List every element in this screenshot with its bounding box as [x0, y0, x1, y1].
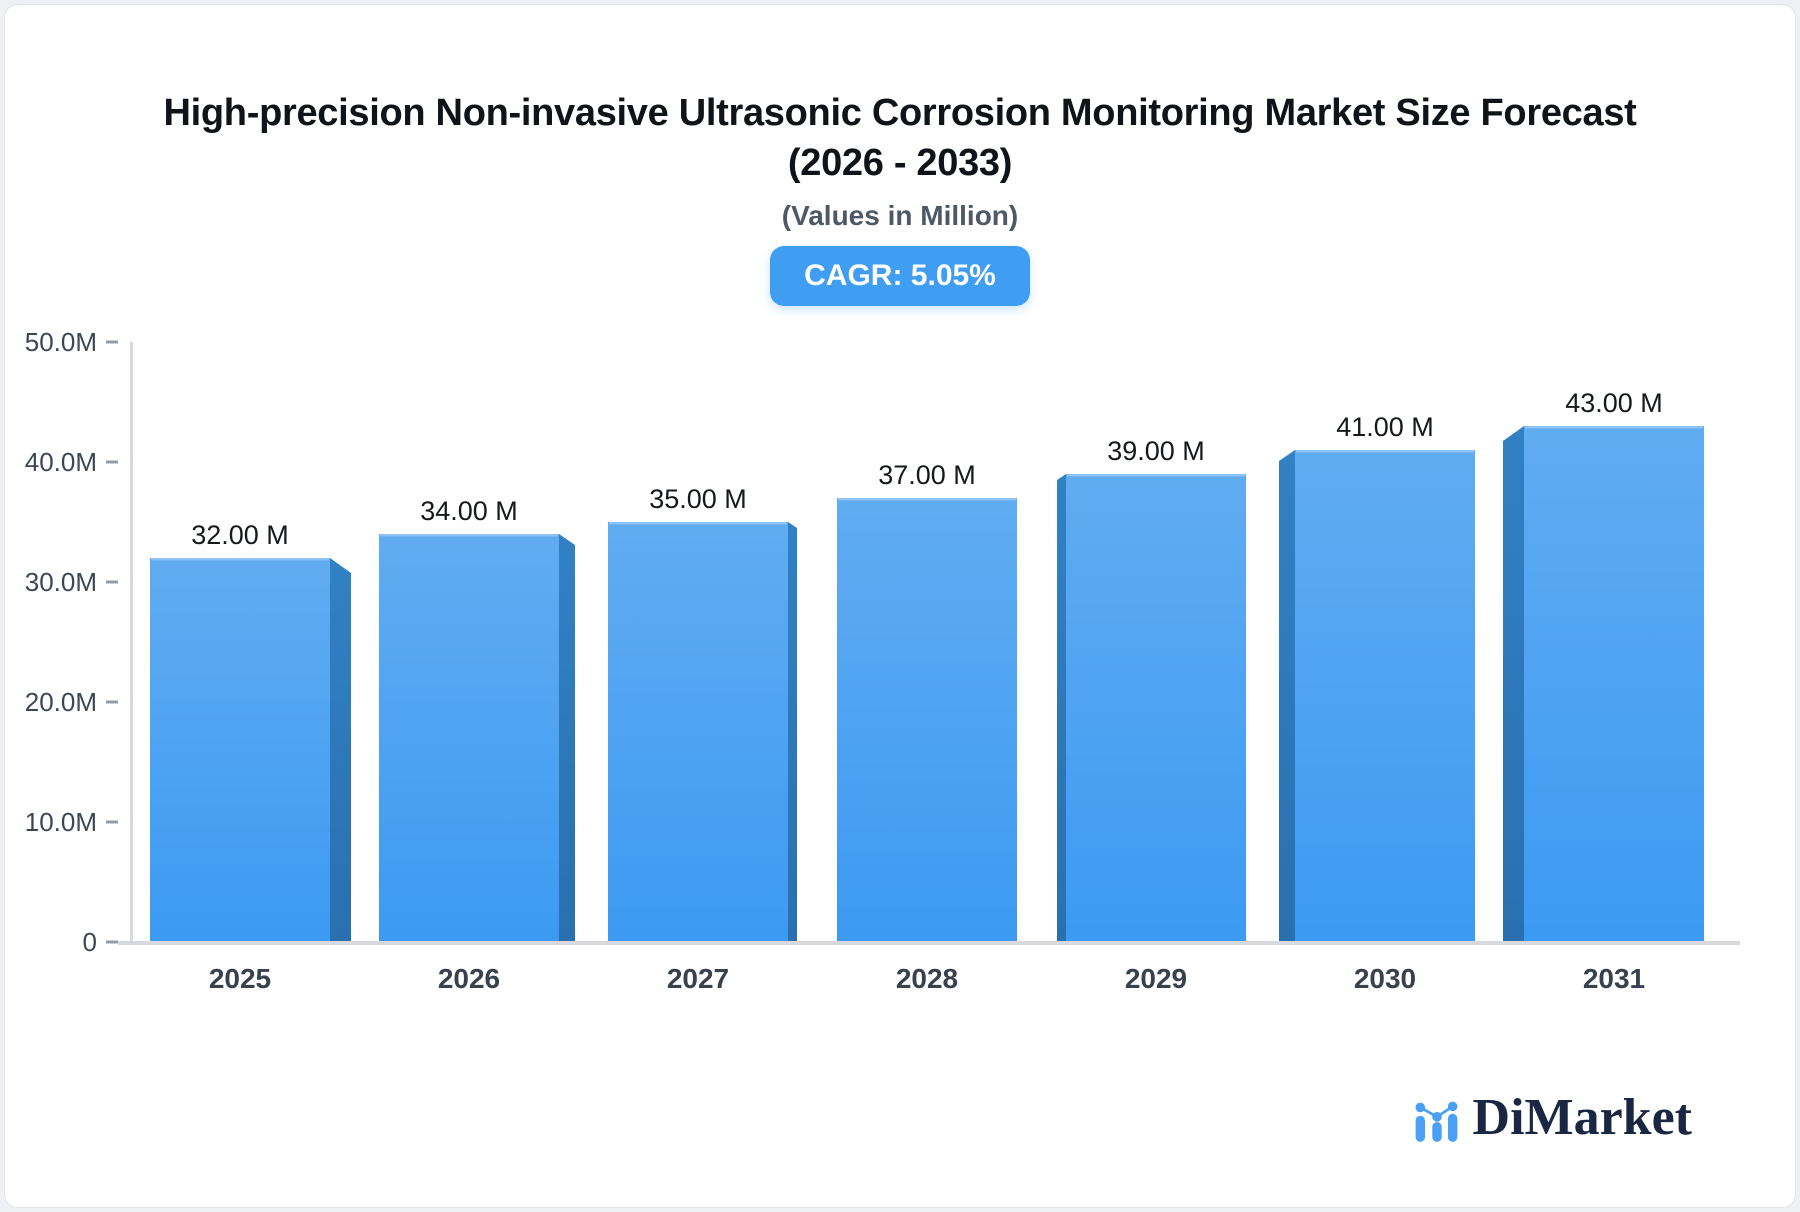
bar-front-face [379, 534, 559, 941]
bar-2031[interactable]: 43.00 M [1503, 388, 1704, 941]
x-axis-line [118, 941, 1740, 945]
x-axis-label: 2029 [1125, 963, 1187, 994]
bar-side-face [1279, 450, 1295, 941]
y-axis-line [130, 342, 133, 942]
bar-front-face [1524, 426, 1704, 941]
x-axis-label: 2027 [667, 963, 729, 994]
x-axis-label: 2028 [896, 963, 958, 994]
bar-2030[interactable]: 41.00 M [1279, 412, 1475, 941]
value-label: 41.00 M [1336, 412, 1434, 442]
bar-side-face [1503, 426, 1524, 941]
bar-2028[interactable]: 37.00 M [837, 460, 1017, 941]
y-tick-mark [106, 820, 118, 824]
value-label: 39.00 M [1107, 436, 1205, 466]
chart-subtitle: (Values in Million) [781, 200, 1019, 231]
chart-header: High-precision Non-invasive Ultrasonic C… [0, 88, 1800, 306]
bar-2025[interactable]: 32.00 M [150, 520, 351, 941]
bar-front-face [608, 522, 788, 941]
bar-side-face [330, 558, 351, 941]
chart-title-line2: (2026 - 2033) [787, 142, 1013, 184]
bar-2026[interactable]: 34.00 M [379, 496, 575, 941]
y-tick-mark [106, 580, 118, 584]
y-tick-label: 30.0M [25, 567, 97, 597]
y-tick-label: 40.0M [25, 447, 97, 477]
bar-front-face [1295, 450, 1475, 941]
bar-side-face [559, 534, 575, 941]
y-tick-mark [106, 460, 118, 464]
bar-2027[interactable]: 35.00 M [608, 484, 797, 941]
y-tick-mark [106, 700, 118, 704]
value-label: 43.00 M [1565, 388, 1663, 418]
x-axis-label: 2026 [438, 963, 500, 994]
bar-side-face [788, 522, 797, 941]
bar-front-face [1066, 474, 1246, 941]
x-axis-label: 2031 [1583, 963, 1645, 994]
y-tick-label: 0 [83, 927, 97, 957]
y-tick-label: 20.0M [25, 687, 97, 717]
logo-text: DiMarket [1472, 1089, 1692, 1146]
bar-line-chart-icon [1415, 1101, 1457, 1142]
value-label: 35.00 M [649, 484, 747, 514]
dimarket-logo: DiMarket [1413, 1092, 1692, 1144]
value-label: 32.00 M [191, 520, 289, 550]
chart-title-line1: High-precision Non-invasive Ultrasonic C… [163, 92, 1637, 134]
bar-front-face [837, 498, 1017, 941]
x-axis-label: 2025 [209, 963, 271, 994]
y-tick-mark [106, 940, 118, 944]
value-label: 34.00 M [420, 496, 518, 526]
y-tick-mark [106, 340, 118, 344]
cagr-badge: CAGR: 5.05% [770, 246, 1030, 306]
y-tick-label: 10.0M [25, 807, 97, 837]
x-axis-label: 2030 [1354, 963, 1416, 994]
bar-2029[interactable]: 39.00 M [1057, 436, 1246, 941]
bar-front-face [150, 558, 330, 941]
bar-side-face [1057, 474, 1066, 941]
y-tick-label: 50.0M [25, 327, 97, 357]
value-label: 37.00 M [878, 460, 976, 490]
